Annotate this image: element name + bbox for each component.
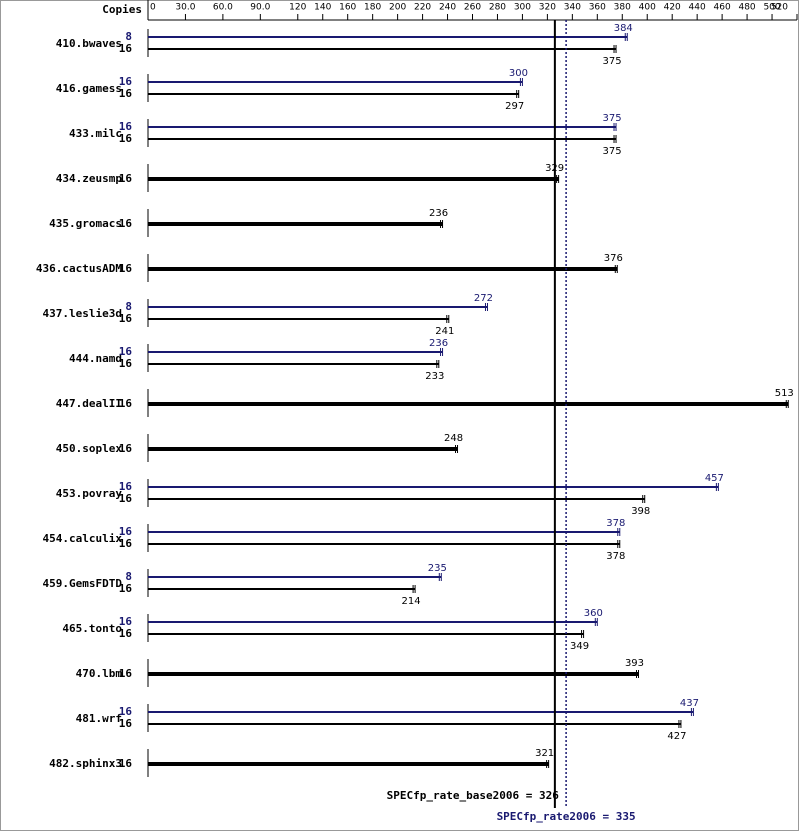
benchmark-name: 434.zeusmp [56,172,123,185]
copies-label: 16 [119,705,133,718]
benchmark-name: 444.namd [69,352,122,365]
x-tick-label: 220 [414,3,431,13]
copies-label: 16 [119,615,133,628]
copies-label: 16 [119,537,133,550]
value-label: 297 [505,101,524,112]
x-tick-label: 140 [314,3,331,13]
benchmark-name: 453.povray [56,487,123,500]
x-tick-label: 0 [150,3,156,13]
copies-label: 16 [119,262,133,275]
copies-label: 16 [119,357,133,370]
x-tick-label: 30.0 [175,3,195,13]
value-label: 375 [602,56,621,67]
value-label: 378 [606,551,625,562]
x-tick-label: 200 [389,3,406,13]
copies-label: 16 [119,120,133,133]
benchmark-name: 481.wrf [76,712,122,725]
value-label: 236 [429,338,448,349]
value-label: 248 [444,433,463,444]
x-tick-label: 340 [564,3,581,13]
value-label: 235 [428,563,447,574]
value-label: 233 [425,371,444,382]
x-tick-label: 60.0 [213,3,233,13]
copies-label: 16 [119,312,133,325]
copies-label: 16 [119,492,133,505]
copies-label: 16 [119,217,133,230]
x-tick-label: 500 [763,3,780,13]
benchmark-name: 454.calculix [43,532,123,545]
copies-label: 8 [125,300,132,313]
x-tick-label: 280 [489,3,506,13]
x-tick-label: 320 [539,3,556,13]
value-label: 241 [435,326,454,337]
benchmark-name: 416.gamess [56,82,122,95]
benchmark-name: 447.dealII [56,397,122,410]
value-label: 349 [570,641,589,652]
x-tick-label: 120 [289,3,306,13]
value-label: 375 [602,146,621,157]
axis-title: Copies [102,3,142,16]
value-label: 236 [429,208,448,219]
copies-label: 16 [119,345,133,358]
benchmark-name: 482.sphinx3 [49,757,122,770]
x-tick-label: 380 [614,3,631,13]
value-label: 376 [604,253,623,264]
value-label: 427 [667,731,686,742]
x-tick-label: 90.0 [250,3,270,13]
benchmark-name: 459.GemsFDTD [43,577,123,590]
x-tick-label: 160 [339,3,356,13]
value-label: 457 [705,473,724,484]
benchmark-name: 433.milc [69,127,122,140]
benchmark-name: 470.lbm [76,667,123,680]
x-tick-label: 460 [714,3,731,13]
value-label: 214 [402,596,421,607]
x-tick-label: 420 [664,3,681,13]
copies-label: 16 [119,132,133,145]
benchmark-name: 465.tonto [62,622,122,635]
x-tick-label: 400 [639,3,656,13]
copies-label: 16 [119,667,133,680]
benchmark-name: 450.soplex [56,442,123,455]
benchmark-name: 435.gromacs [49,217,122,230]
copies-label: 16 [119,172,133,185]
x-tick-label: 240 [439,3,456,13]
copies-label: 16 [119,582,133,595]
copies-label: 16 [119,525,133,538]
value-label: 321 [535,748,554,759]
x-tick-label: 300 [514,3,531,13]
copies-label: 16 [119,42,133,55]
x-tick-label: 180 [364,3,381,13]
benchmark-name: 437.leslie3d [43,307,122,320]
value-label: 272 [474,293,493,304]
value-label: 300 [509,68,528,79]
copies-label: 16 [119,757,133,770]
value-label: 513 [775,388,794,399]
value-label: 360 [584,608,603,619]
copies-label: 16 [119,397,133,410]
x-tick-label: 360 [589,3,606,13]
x-tick-label: 480 [738,3,755,13]
copies-label: 8 [125,570,132,583]
x-tick-label: 260 [464,3,481,13]
benchmark-name: 410.bwaves [56,37,122,50]
copies-label: 16 [119,717,133,730]
value-label: 393 [625,658,644,669]
value-label: 384 [614,23,633,34]
value-label: 437 [680,698,699,709]
copies-label: 16 [119,627,133,640]
copies-label: 16 [119,442,133,455]
benchmark-name: 436.cactusADM [36,262,122,275]
reference-label: SPECfp_rate2006 = 335 [497,810,636,823]
copies-label: 16 [119,75,133,88]
value-label: 398 [631,506,650,517]
reference-label: SPECfp_rate_base2006 = 326 [387,789,560,802]
value-label: 375 [602,113,621,124]
x-tick-label: 440 [689,3,706,13]
copies-label: 16 [119,480,133,493]
copies-label: 8 [125,30,132,43]
x-tick-label: 520 [771,3,788,13]
copies-label: 16 [119,87,133,100]
value-label: 378 [606,518,625,529]
